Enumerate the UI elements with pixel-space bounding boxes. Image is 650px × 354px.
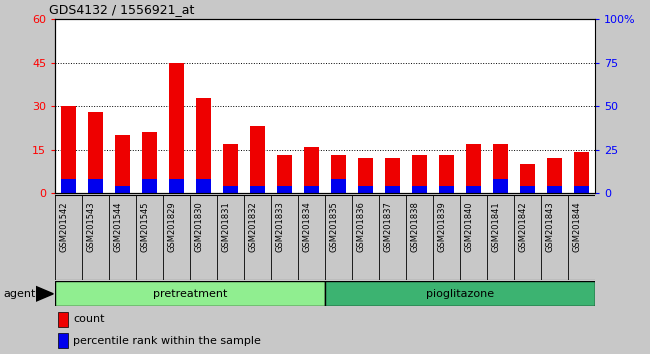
Bar	[520, 186, 535, 193]
Text: GSM201843: GSM201843	[545, 201, 554, 252]
Bar	[412, 155, 427, 193]
Bar	[115, 135, 130, 193]
Text: GSM201841: GSM201841	[491, 201, 500, 252]
Bar	[142, 179, 157, 193]
Bar	[547, 158, 562, 193]
Bar	[169, 179, 184, 193]
Bar	[61, 106, 76, 193]
Text: GSM201543: GSM201543	[86, 201, 96, 252]
Text: GSM201836: GSM201836	[356, 201, 365, 252]
Bar	[439, 155, 454, 193]
Text: GSM201840: GSM201840	[464, 201, 473, 252]
Bar	[115, 186, 130, 193]
Bar	[412, 186, 427, 193]
Text: GSM201837: GSM201837	[384, 201, 393, 252]
Text: GSM201544: GSM201544	[114, 201, 123, 252]
Text: GSM201545: GSM201545	[140, 201, 150, 252]
Bar	[250, 186, 265, 193]
Bar	[142, 132, 157, 193]
Bar	[61, 179, 76, 193]
Bar	[547, 186, 562, 193]
Bar	[88, 112, 103, 193]
Bar	[325, 281, 595, 306]
Text: GSM201834: GSM201834	[302, 201, 311, 252]
Bar	[574, 153, 589, 193]
Text: GSM201835: GSM201835	[330, 201, 339, 252]
Bar	[277, 155, 292, 193]
Text: GSM201838: GSM201838	[410, 201, 419, 252]
Bar	[55, 281, 325, 306]
Text: GSM201831: GSM201831	[222, 201, 231, 252]
Text: GSM201844: GSM201844	[572, 201, 581, 252]
Text: GSM201832: GSM201832	[248, 201, 257, 252]
Bar	[88, 179, 103, 193]
Bar	[574, 186, 589, 193]
Text: GSM201542: GSM201542	[60, 201, 69, 252]
Bar	[331, 179, 346, 193]
Text: GSM201842: GSM201842	[518, 201, 527, 252]
Bar	[304, 147, 319, 193]
Bar	[223, 186, 238, 193]
Bar	[58, 333, 68, 348]
Bar	[439, 186, 454, 193]
Bar	[223, 144, 238, 193]
Polygon shape	[36, 286, 53, 301]
Bar	[493, 144, 508, 193]
Bar	[196, 98, 211, 193]
Bar	[385, 186, 400, 193]
Text: GSM201839: GSM201839	[437, 201, 447, 252]
Bar	[385, 158, 400, 193]
Text: GSM201830: GSM201830	[194, 201, 203, 252]
Bar	[250, 126, 265, 193]
Text: GSM201829: GSM201829	[168, 201, 177, 252]
Text: agent: agent	[3, 289, 36, 299]
Bar	[331, 155, 346, 193]
Bar	[493, 179, 508, 193]
Bar	[358, 186, 373, 193]
Bar	[58, 312, 68, 327]
Bar	[466, 186, 481, 193]
Bar	[466, 144, 481, 193]
Bar	[520, 164, 535, 193]
Text: count: count	[73, 314, 105, 325]
Text: percentile rank within the sample: percentile rank within the sample	[73, 336, 261, 346]
Bar	[304, 186, 319, 193]
Text: pioglitazone: pioglitazone	[426, 289, 494, 299]
Bar	[169, 63, 184, 193]
Text: pretreatment: pretreatment	[153, 289, 228, 299]
Bar	[196, 179, 211, 193]
Text: GDS4132 / 1556921_at: GDS4132 / 1556921_at	[49, 3, 194, 16]
Text: GSM201833: GSM201833	[276, 201, 285, 252]
Bar	[358, 158, 373, 193]
Bar	[277, 186, 292, 193]
